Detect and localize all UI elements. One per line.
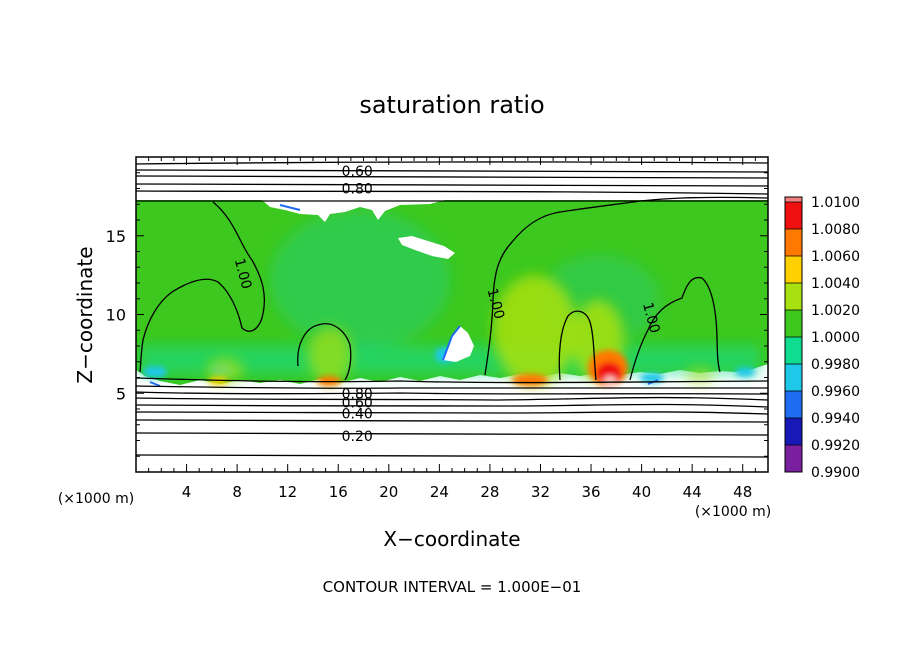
colorbar-label: 1.0000 [811,330,860,346]
colorbar-label: 1.0080 [811,222,860,238]
x-tick-label: 20 [379,483,398,501]
colorbar-swatch [785,256,802,283]
colorbar-swatch [785,229,802,256]
x-tick-label: 4 [182,483,192,501]
dry-pocket-top [262,200,445,222]
colorbar-swatch-top [785,197,802,202]
x-tick-label: 12 [278,483,297,501]
contour-label-group: 0.600.801.001.00 1.000.800.600.400.20 [231,164,663,445]
contour-label-text: 0.60 [342,396,373,412]
contour-label-text: 0.80 [342,182,373,198]
colorbar-swatch [785,310,802,337]
y-tick-label: 10 [106,306,126,325]
x-tick-label: 44 [683,483,702,501]
y-axis-label: Z−coordinate [73,246,97,383]
blue-edges [149,204,659,387]
colorbar-swatch [785,283,802,310]
colorbar-label: 0.9960 [811,384,860,400]
contour-label: 0.80 [342,182,373,198]
colorbar-swatch [785,364,802,391]
field-yellow-plumes [207,275,714,385]
contour-label: 0.80 [342,386,373,402]
contour-label-text: 1.00 [639,301,663,335]
x-tick-label: 32 [531,483,550,501]
colorbar-label: 0.9980 [811,357,860,373]
contour-label-text: 0.40 [342,407,373,423]
contour-interval-note: CONTOUR INTERVAL = 1.000E−01 [323,578,582,596]
contour-label-text: 0.80 [342,386,373,402]
contour-label: 1.00 [639,301,663,335]
colorbar-label: 0.9940 [811,411,860,427]
colorbar-swatch [785,337,802,364]
chart-title: saturation ratio [359,91,544,119]
colorbar-swatch [785,418,802,445]
colorbar-label: 0.9920 [811,438,860,454]
contour-label-text: 0.20 [342,429,373,445]
colorbar-swatch [785,202,802,229]
x-tick-label: 36 [581,483,600,501]
y-tick-label: 15 [106,227,126,246]
colorbar-label: 1.0100 [811,195,860,211]
y-unit-label: (×1000 m) [58,491,134,507]
contour-label-text: 0.60 [342,164,373,180]
colorbar-label: 0.9900 [811,465,860,481]
contour-label: 0.20 [342,429,373,445]
dry-pocket-small [443,326,474,362]
contour-label: 1.00 [484,287,508,321]
x-axis-label: X−coordinate [383,527,520,551]
colorbar-label: 1.0060 [811,249,860,265]
contour-label: 0.40 [342,407,373,423]
colorbar-swatch [785,445,802,472]
contour-lines [136,161,768,458]
contour-label: 0.60 [342,164,373,180]
x-unit-label: (×1000 m) [695,504,771,520]
contour-label-text: 1.00 [484,287,508,321]
contour-label: 0.60 [342,396,373,412]
plot-area: 0.600.801.001.00 1.000.800.600.400.20 [136,161,768,458]
colorbar-label: 1.0040 [811,276,860,292]
x-tick-label: 40 [632,483,651,501]
dry-pocket-mid [398,236,455,259]
x-tick-label: 24 [430,483,449,501]
colorbar-label: 1.0020 [811,303,860,319]
x-tick-label: 48 [733,483,752,501]
contour-label: 1.00 [231,257,255,291]
colorbar-swatch [785,391,802,418]
x-tick-label: 8 [232,483,242,501]
y-tick-label: 5 [116,384,126,403]
x-tick-label: 16 [329,483,348,501]
colorbar: 0.9900 0.9920 0.9940 0.9960 0.9980 1.0000 1.00… [784,195,860,481]
x-tick-label: 28 [480,483,499,501]
contour-label-text: 1.00 [231,257,255,291]
